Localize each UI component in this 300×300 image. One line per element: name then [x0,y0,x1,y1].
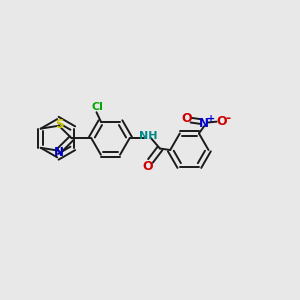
Text: N: N [54,146,64,159]
Text: -: - [225,112,230,124]
Text: O: O [216,115,227,128]
Text: O: O [143,160,154,173]
Text: NH: NH [139,131,157,142]
Text: Cl: Cl [92,102,103,112]
Text: +: + [207,114,215,124]
Text: S: S [55,118,63,131]
Text: O: O [181,112,192,125]
Text: N: N [199,117,209,130]
